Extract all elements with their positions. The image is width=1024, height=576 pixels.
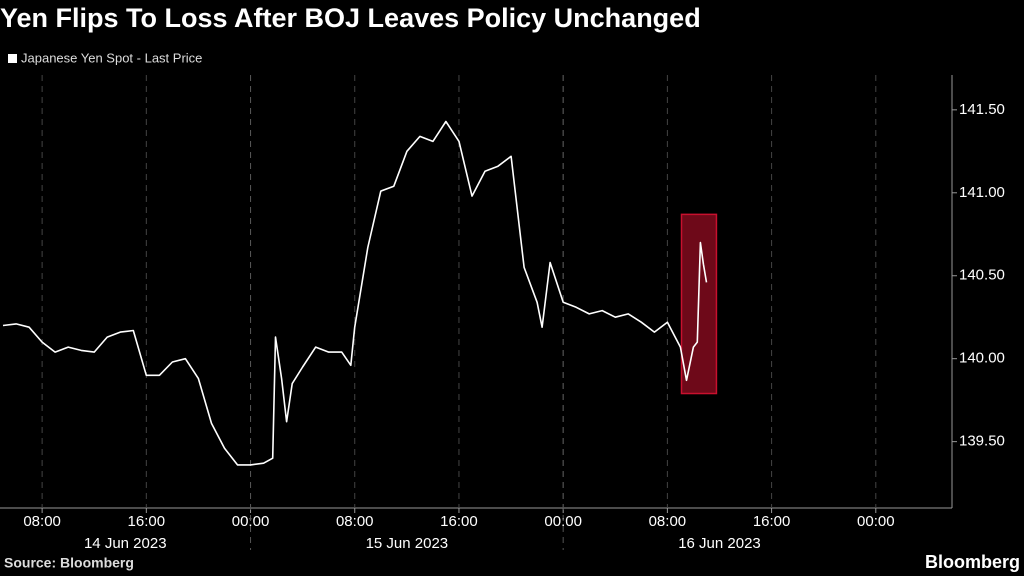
x-tick-label: 08:00	[336, 513, 374, 530]
x-tick-label: 16:00	[753, 513, 791, 530]
chart-title: Yen Flips To Loss After BOJ Leaves Polic…	[0, 3, 701, 33]
legend-swatch	[8, 54, 17, 63]
x-group-label: 14 Jun 2023	[84, 535, 167, 552]
x-tick-label: 08:00	[649, 513, 687, 530]
x-group-label: 16 Jun 2023	[678, 535, 761, 552]
y-tick-label: 141.00	[959, 184, 1005, 201]
x-tick-label: 00:00	[232, 513, 270, 530]
x-tick-label: 16:00	[440, 513, 478, 530]
y-tick-label: 140.50	[959, 267, 1005, 284]
source: Source: Bloomberg	[4, 555, 134, 571]
x-group-label: 15 Jun 2023	[366, 535, 449, 552]
x-tick-label: 16:00	[128, 513, 166, 530]
y-tick-label: 140.00	[959, 350, 1005, 367]
legend-label: Japanese Yen Spot - Last Price	[21, 50, 202, 65]
x-tick-label: 00:00	[857, 513, 895, 530]
x-tick-label: 08:00	[23, 513, 61, 530]
line	[2, 120, 708, 466]
x-tick-label: 00:00	[544, 513, 582, 530]
y-tick-label: 141.50	[959, 101, 1005, 118]
y-tick-label: 139.50	[959, 433, 1005, 450]
brand: Bloomberg	[925, 552, 1020, 572]
